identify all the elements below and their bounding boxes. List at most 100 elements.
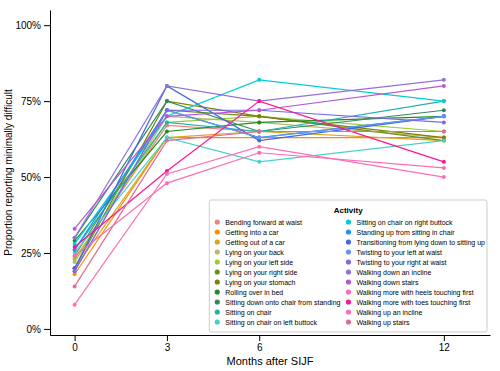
series-point	[73, 284, 77, 288]
legend-label: Sitting on chair on right buttock	[356, 219, 453, 227]
tick: 3	[165, 335, 171, 353]
series-point	[73, 269, 77, 273]
series-point	[73, 245, 77, 249]
tick: 12	[439, 335, 451, 353]
legend-label: Lying on your stomach	[225, 279, 295, 287]
series-point	[165, 114, 169, 118]
tick: 6	[257, 335, 263, 353]
legend-swatch	[215, 299, 220, 304]
series-point	[442, 139, 446, 143]
legend-label: Twisting to your left at waist	[356, 249, 442, 257]
series-point	[165, 108, 169, 112]
tick-mark	[259, 335, 260, 341]
tick-mark	[44, 25, 50, 26]
legend-swatch	[346, 249, 351, 254]
legend-label: Bending forward at waist	[225, 219, 302, 227]
series-point	[165, 172, 169, 176]
tick: 50%	[21, 172, 50, 183]
series-point	[165, 114, 169, 118]
legend-swatch	[346, 239, 351, 244]
series-point	[442, 114, 446, 118]
legend-swatch	[346, 299, 351, 304]
tick-label: 100%	[15, 20, 41, 31]
series-point	[442, 78, 446, 82]
series-point	[442, 99, 446, 103]
series-point	[442, 129, 446, 133]
chart: 036120%25%50%75%100%Months after SIJFPro…	[0, 0, 500, 371]
series-point	[165, 99, 169, 103]
series-point	[165, 84, 169, 88]
legend-item: Lying on your stomach	[215, 279, 296, 287]
series-point	[73, 303, 77, 307]
legend-frame	[209, 200, 487, 332]
series-point	[442, 114, 446, 118]
series-point	[442, 139, 446, 143]
series-point	[442, 108, 446, 112]
plot: 036120%25%50%75%100%Months after SIJFPro…	[3, 11, 491, 368]
legend-swatch	[346, 269, 351, 274]
legend-item: Walking more with toes touching first	[346, 299, 470, 307]
tick: 25%	[21, 248, 50, 259]
legend-item: Walking up an incline	[346, 309, 423, 317]
series-point	[165, 108, 169, 112]
legend-item: Walking down stairs	[346, 279, 419, 287]
x-axis: 0 3 6 12	[51, 335, 491, 353]
legend-item: Sitting down onto chair from standing	[215, 299, 341, 307]
legend-swatch	[215, 309, 220, 314]
legend-item: Rolling over in bed	[215, 289, 284, 297]
series-point	[257, 129, 261, 133]
legend-item: Lying on your left side	[215, 259, 294, 267]
tick: 0%	[27, 324, 50, 335]
tick: 0	[72, 335, 78, 353]
marks	[73, 78, 446, 307]
series-point	[257, 145, 261, 149]
series-point	[257, 108, 261, 112]
axis-line	[51, 335, 491, 336]
legend-swatch	[215, 229, 220, 234]
series-point	[257, 99, 261, 103]
legend-label: Sitting down onto chair from standing	[225, 299, 340, 307]
series-point	[257, 114, 261, 118]
series-point	[442, 84, 446, 88]
tick-mark	[44, 253, 50, 254]
legend-swatch	[215, 279, 220, 284]
legend-label: Twisting to your right at waist	[356, 259, 446, 267]
legend-swatch	[215, 249, 220, 254]
series-point	[73, 227, 77, 231]
legend-label: Walking up an incline	[356, 309, 422, 317]
legend-item: Walking more with heels touching first	[346, 289, 474, 297]
legend-label: Transitioning from lying down to sitting…	[356, 239, 485, 247]
legend-swatch	[346, 219, 351, 224]
series-point	[442, 114, 446, 118]
legend-swatch	[346, 319, 351, 324]
series-point	[257, 120, 261, 124]
y-axis: 0%25%50%75%100%	[15, 11, 50, 336]
legend-item: Lying on your back	[215, 249, 285, 257]
series-point	[257, 129, 261, 133]
legend-item: Sitting on chair on left buttock	[215, 319, 318, 327]
tick-label: 50%	[21, 172, 41, 183]
tick-mark	[44, 329, 50, 330]
legend-label: Standing up from sitting in chair	[356, 229, 455, 237]
series-point	[442, 175, 446, 179]
series-point	[165, 99, 169, 103]
y-axis-title: Proportion reporting minimally difficult	[3, 89, 14, 256]
legend-label: Getting into a car	[225, 229, 279, 237]
series-point	[442, 139, 446, 143]
legend-label: Sitting on chair on left buttock	[225, 319, 317, 327]
legend-swatch	[215, 239, 220, 244]
series-point	[165, 139, 169, 143]
series-point	[257, 108, 261, 112]
legend-item: Walking up stairs	[346, 319, 410, 327]
legend-swatch	[215, 219, 220, 224]
series-point	[442, 99, 446, 103]
series-point	[442, 160, 446, 164]
series-point	[165, 114, 169, 118]
legend-label: Lying on your left side	[225, 259, 293, 267]
legend-item: Standing up from sitting in chair	[346, 229, 455, 237]
tick-label: 3	[165, 342, 171, 353]
tick-mark	[75, 335, 76, 341]
legend-swatch	[346, 289, 351, 294]
legend-item: Lying on your right side	[215, 269, 298, 277]
series-point	[165, 181, 169, 185]
